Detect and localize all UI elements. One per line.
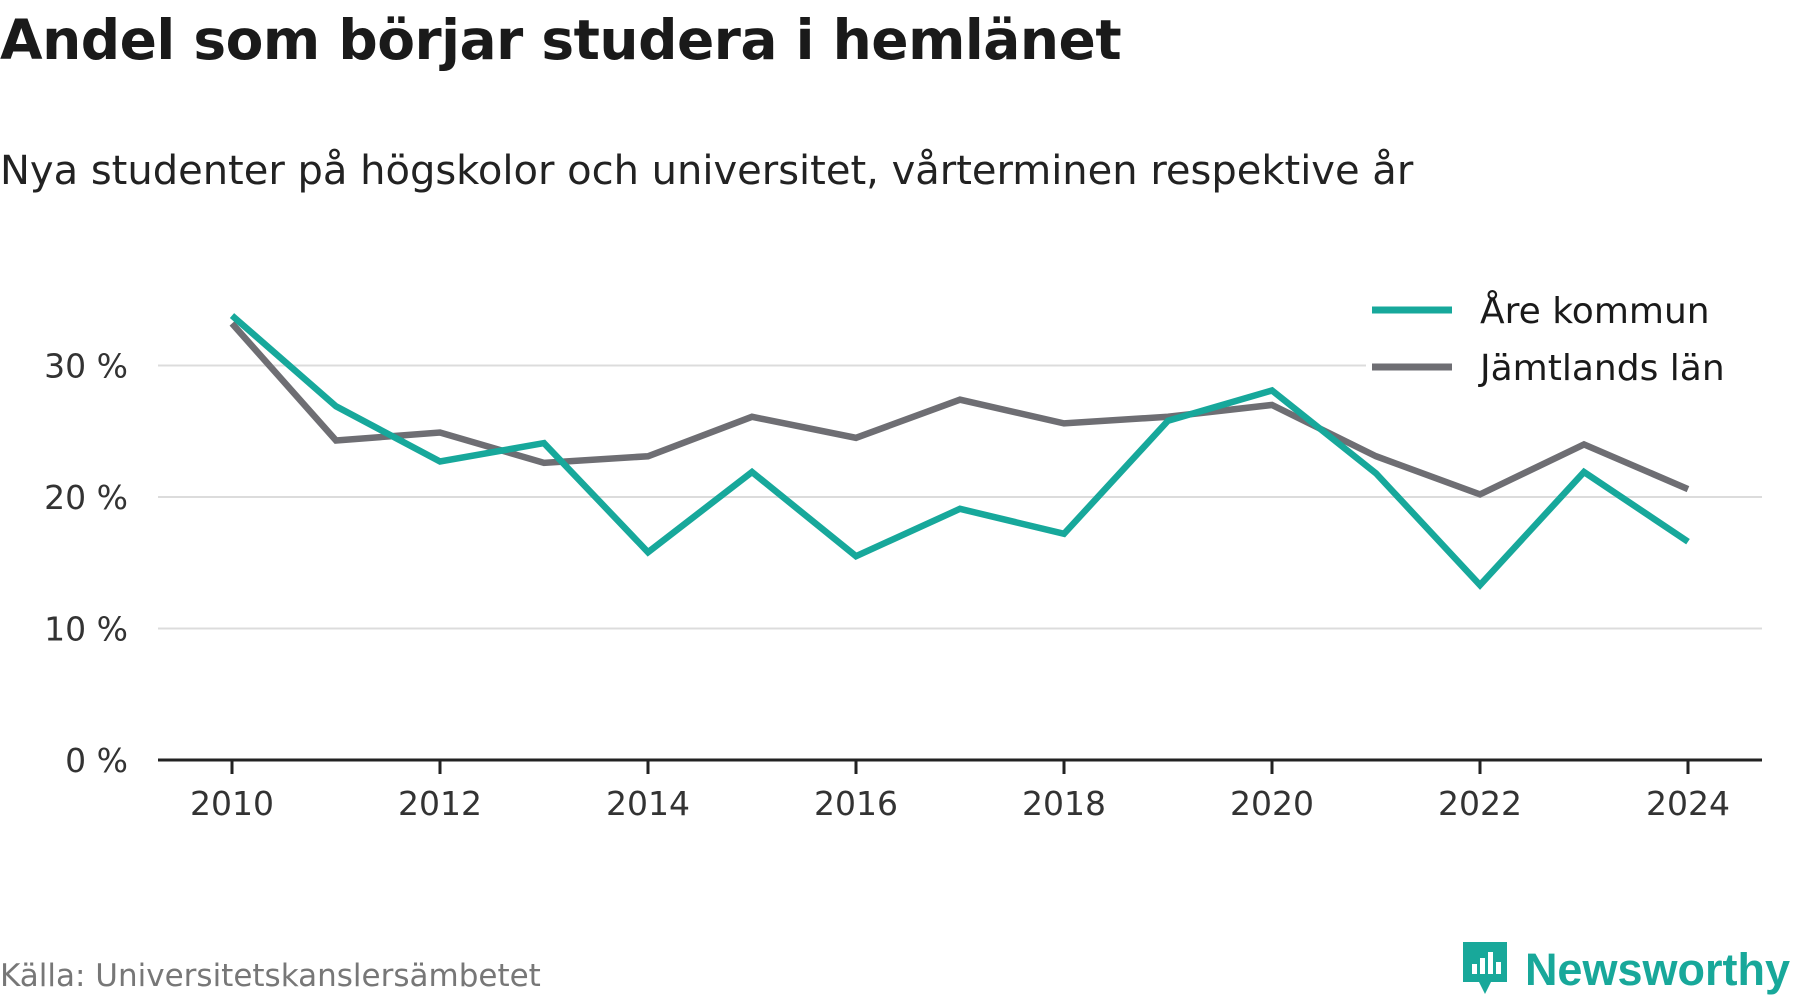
x-axis-tick-labels: 2010 2012 2014 2016 2018 2020 2022 2024 (190, 784, 1730, 823)
x-tick-label: 2024 (1646, 784, 1730, 823)
brand-logo[interactable]: Newsworthy (1459, 938, 1790, 1002)
y-tick-label: 30 % (44, 347, 128, 386)
legend-label: Jämtlands län (1478, 348, 1725, 389)
legend-label: Åre kommun (1480, 289, 1710, 332)
y-tick-label: 10 % (44, 610, 128, 649)
grid-lines (158, 364, 1762, 630)
x-tick-label: 2010 (190, 784, 274, 823)
x-tick-label: 2022 (1438, 784, 1522, 823)
x-tick-label: 2020 (1230, 784, 1314, 823)
chart-subtitle: Nya studenter på högskolor och universit… (0, 148, 1414, 194)
y-tick-label: 0 % (65, 741, 128, 780)
x-tick-label: 2014 (606, 784, 690, 823)
brand-name: Newsworthy (1524, 944, 1790, 995)
x-axis (158, 758, 1762, 774)
source-note: Källa: Universitetskanslersämbetet (0, 958, 541, 994)
x-tick-label: 2016 (814, 784, 898, 823)
x-tick-label: 2018 (1022, 784, 1106, 823)
series-lines (229, 313, 1690, 590)
y-axis-tick-labels: 0 % 10 % 20 % 30 % (44, 347, 128, 781)
x-tick-label: 2012 (398, 784, 482, 823)
series-line (229, 313, 1690, 590)
legend: Åre kommun Jämtlands län (1366, 288, 1786, 389)
newsworthy-logo-icon (1459, 938, 1511, 1002)
y-tick-label: 20 % (44, 478, 128, 517)
chart-title: Andel som börjar studera i hemlänet (0, 8, 1122, 72)
series-line (229, 321, 1690, 498)
